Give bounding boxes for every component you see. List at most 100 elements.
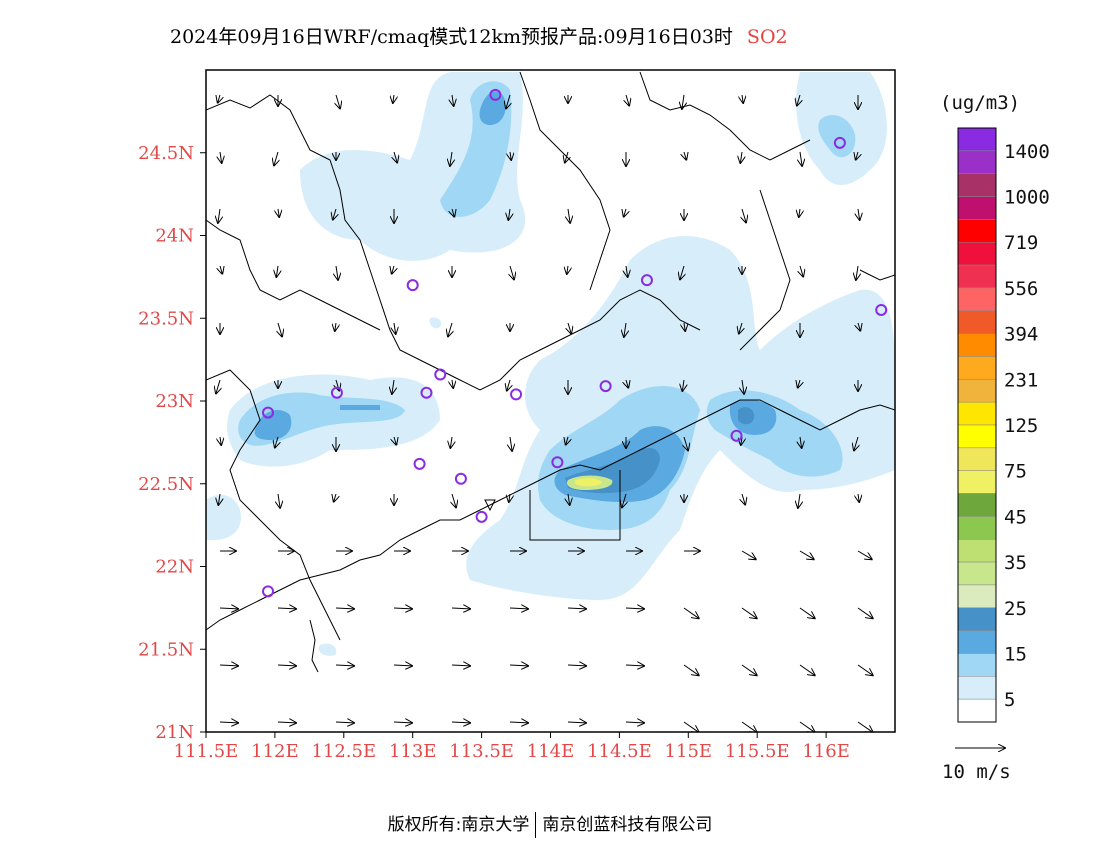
wind-arrow — [856, 152, 858, 160]
wind-arrow — [626, 94, 629, 106]
station-marker — [262, 406, 275, 419]
wind-arrow — [394, 322, 396, 334]
lon-tick-label: 116E — [802, 741, 850, 762]
wind-arrow — [799, 607, 815, 618]
so2-band-35 — [738, 407, 755, 425]
colorbar-label: 25 — [1004, 598, 1027, 620]
wind-arrow — [450, 436, 452, 448]
station-marker — [262, 585, 275, 598]
colorbar-swatch — [957, 379, 997, 403]
concentration-field — [206, 71, 895, 673]
wind-arrow — [218, 208, 220, 223]
lon-tick-label: 112.5E — [311, 741, 376, 762]
colorbar-swatch — [957, 356, 997, 380]
wind-arrow — [741, 550, 756, 559]
colorbar-label: 15 — [1004, 643, 1027, 665]
station-marker — [730, 429, 743, 442]
wind-arrow — [799, 721, 815, 732]
wind-arrow — [684, 152, 686, 160]
wind-arrow — [858, 493, 859, 502]
wind-arrow — [509, 493, 510, 502]
colorbar-swatch — [957, 241, 997, 266]
colorbar-swatch — [957, 470, 997, 494]
lon-tick-label: 111.5E — [174, 741, 239, 762]
wind-arrow — [858, 208, 860, 220]
wind-arrow — [216, 379, 220, 393]
lon-tick-label: 113E — [389, 741, 437, 762]
wind-arrow — [683, 607, 699, 618]
wind-arrow — [626, 265, 628, 277]
wind-arrow — [278, 322, 282, 336]
colorbar-label: 719 — [1004, 232, 1038, 254]
wind-arrow — [799, 208, 800, 217]
wind-arrow — [507, 379, 510, 391]
so2-band-25 — [340, 405, 380, 410]
colorbar-swatch — [957, 219, 997, 243]
station-marker — [454, 472, 467, 485]
latitude-axis: 24.5N 24N 23.5N 23N 22.5N 22N 21.5N 21N — [138, 143, 206, 743]
wind-arrow — [567, 608, 586, 609]
wind-arrow — [568, 322, 571, 334]
colorbar-swatch — [957, 287, 997, 312]
wind-arrow — [394, 437, 396, 445]
station-marker — [551, 456, 564, 469]
wind-arrow — [683, 664, 699, 675]
colorbar-swatch — [957, 561, 997, 586]
wind-arrow — [452, 379, 453, 388]
wind-arrow — [336, 94, 340, 108]
wind-arrow — [274, 151, 278, 165]
wind-arrow — [684, 436, 688, 450]
wind-arrow — [278, 208, 279, 217]
wind-arrow — [800, 436, 802, 448]
station-marker — [330, 386, 343, 399]
wind-arrow — [220, 151, 222, 163]
wind-arrow — [857, 664, 873, 675]
wind-arrow — [276, 265, 278, 277]
wind-arrow — [567, 665, 586, 666]
lat-tick-label: 23N — [155, 391, 194, 412]
wind-arrow — [451, 665, 470, 666]
wind-arrow — [275, 436, 278, 448]
colorbar-swatch — [957, 607, 997, 631]
wind-arrow — [219, 608, 238, 609]
wind-arrow — [218, 95, 220, 103]
wind-arrow — [277, 722, 296, 723]
lon-tick-label: 114E — [527, 741, 575, 762]
wind-arrow — [683, 721, 699, 732]
so2-band-15 — [818, 115, 856, 158]
wind-arrow — [741, 607, 757, 618]
wind-arrow — [392, 379, 394, 394]
wind-arrow — [509, 665, 528, 666]
station-marker — [640, 274, 653, 287]
colorbar-swatch — [957, 150, 997, 174]
lon-tick-label: 114.5E — [587, 741, 652, 762]
so2-band-25 — [479, 91, 506, 125]
colorbar-swatch — [957, 173, 997, 197]
wind-arrow — [742, 493, 745, 505]
so2-band-5 — [429, 317, 442, 329]
wind-arrow — [565, 151, 568, 163]
pollutant-name: SO2 — [746, 26, 788, 48]
wind-arrow — [335, 722, 354, 723]
monitoring-stations — [262, 88, 888, 598]
wind-arrow — [452, 209, 454, 217]
station-marker — [434, 368, 447, 381]
colorbar-swatch — [957, 401, 997, 426]
wind-arrow — [625, 608, 644, 609]
wind-arrow — [277, 665, 296, 666]
station-marker — [833, 136, 846, 149]
wind-arrow — [508, 208, 510, 220]
wind-arrow — [626, 380, 628, 388]
so2-band-25 — [254, 410, 292, 440]
lat-tick-label: 24.5N — [138, 143, 194, 164]
wind-arrow — [568, 208, 570, 223]
wind-arrow — [448, 322, 452, 336]
station-marker — [875, 303, 888, 316]
lat-tick-label: 21N — [155, 722, 194, 743]
wind-arrow — [393, 722, 412, 723]
wind-arrow — [335, 665, 354, 666]
colorbar-swatch — [957, 516, 997, 540]
wind-arrow — [393, 94, 394, 103]
colorbar-swatch — [957, 538, 997, 563]
